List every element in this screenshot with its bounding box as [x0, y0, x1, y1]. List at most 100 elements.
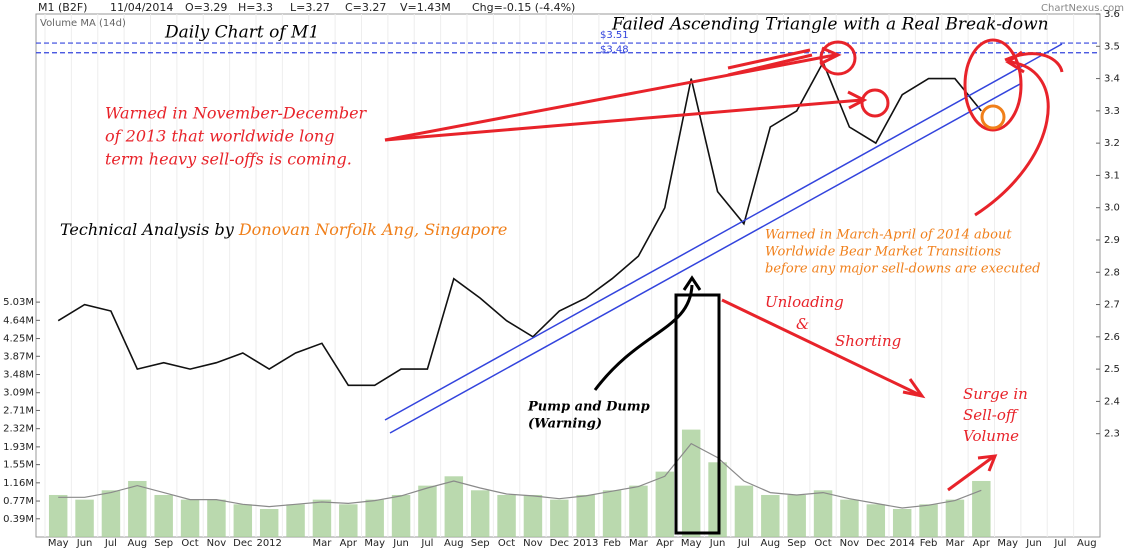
- x-tick-label: Apr: [973, 538, 991, 549]
- volume-ma-line: [58, 442, 982, 509]
- x-tick-label: Oct: [498, 538, 515, 549]
- high: H=3.3: [238, 1, 273, 14]
- y2-tick-label: 2.32M: [3, 424, 34, 435]
- annotation: Volume: [963, 427, 1019, 445]
- y2-tick-label: 3.09M: [3, 388, 34, 399]
- annotation: (Warning): [528, 417, 602, 432]
- volume-bar: [523, 494, 543, 537]
- y-tick-label: 2.6: [1104, 332, 1120, 343]
- x-tick-label: Aug: [1077, 538, 1097, 549]
- volume-bar: [101, 490, 121, 537]
- x-tick-label: Feb: [603, 538, 621, 549]
- volume-bar: [128, 480, 147, 537]
- y-tick-label: 2.5: [1104, 364, 1120, 375]
- trendline: [389, 83, 1021, 434]
- arrowhead: [682, 275, 702, 291]
- arrowhead: [819, 46, 842, 66]
- x-tick-label: Aug: [444, 538, 464, 549]
- x-tick-label: Jul: [1053, 538, 1066, 549]
- volume-bar: [154, 494, 173, 537]
- x-tick-label: Jul: [420, 538, 433, 549]
- annotation: Surge in: [963, 385, 1028, 403]
- annotation: Donovan Norfolk Ang, Singapore: [238, 220, 508, 239]
- x-tick-label: Oct: [181, 538, 198, 549]
- y2-tick-label: 5.03M: [3, 297, 34, 308]
- volume-bar: [813, 490, 833, 537]
- y-tick-label: 2.9: [1104, 235, 1120, 246]
- x-tick-label: Jul: [737, 538, 750, 549]
- volume-bar: [945, 499, 965, 537]
- y2-tick-label: 0.39M: [3, 514, 34, 525]
- y-tick-label: 2.8: [1104, 267, 1120, 278]
- x-tick-label: Dec: [233, 538, 252, 549]
- x-tick-label: May: [997, 538, 1018, 549]
- x-tick-label: 2012: [256, 538, 281, 549]
- y-tick-label: 3.2: [1104, 138, 1120, 149]
- arrow: [974, 60, 1050, 217]
- x-tick-label: Nov: [840, 538, 860, 549]
- annotation: of 2013 that worldwide long: [105, 127, 334, 146]
- volume-bar: [892, 508, 912, 537]
- y-tick-label: 3.5: [1104, 41, 1120, 52]
- volume-bar: [787, 494, 806, 537]
- arrow: [721, 298, 921, 397]
- annotation: Technical Analysis by: [60, 220, 235, 239]
- ticker: M1 (B2F): [38, 1, 87, 14]
- y-tick-label: 3.0: [1104, 203, 1120, 214]
- volume-bar: [312, 499, 332, 537]
- x-tick-label: 2013: [573, 538, 598, 549]
- y-tick-label: 2.7: [1104, 300, 1120, 311]
- annotation: Pump and Dump: [527, 400, 650, 415]
- arrow: [727, 48, 813, 77]
- y-tick-label: 2.3: [1104, 429, 1120, 440]
- annotation: Daily Chart of M1: [164, 23, 319, 43]
- x-tick-label: 2014: [889, 538, 914, 549]
- volume-bar: [866, 504, 886, 537]
- y2-tick-label: 3.48M: [3, 369, 34, 380]
- annotation: Shorting: [835, 332, 901, 350]
- x-tick-label: Mar: [313, 538, 333, 549]
- level-label: $3.48: [600, 45, 629, 56]
- x-tick-label: May: [364, 538, 385, 549]
- volume: V=1.43M: [400, 1, 451, 14]
- legend-entry: Volume MA (14d): [40, 18, 126, 29]
- x-tick-label: May: [681, 538, 702, 549]
- volume-bar: [681, 429, 701, 537]
- volume-bar: [919, 504, 938, 537]
- volume-bar: [75, 499, 94, 537]
- y-tick-label: 2.4: [1104, 396, 1120, 407]
- y2-tick-label: 0.77M: [3, 496, 34, 507]
- volume-bar: [840, 499, 859, 537]
- volume-bar: [602, 490, 622, 537]
- volume-bar: [655, 471, 675, 537]
- low: L=3.27: [290, 1, 330, 14]
- annotation: Technical Analysis by Donovan Norfolk An…: [60, 220, 507, 239]
- volume-bar: [470, 490, 490, 537]
- volume-bar: [761, 494, 780, 537]
- y2-tick-label: 1.16M: [3, 478, 34, 489]
- x-tick-label: Oct: [814, 538, 831, 549]
- volume-bar: [207, 499, 226, 537]
- volume-bar: [180, 499, 200, 537]
- change: Chg=-0.15 (-4.4%): [472, 1, 575, 14]
- x-tick-label: Apr: [656, 538, 674, 549]
- volume-bar: [339, 504, 358, 537]
- volume-bar: [629, 485, 648, 537]
- arrowhead: [902, 378, 926, 399]
- trendline: [384, 43, 1063, 421]
- y2-tick-label: 2.71M: [3, 405, 34, 416]
- volume-bar: [391, 494, 411, 537]
- x-tick-label: Mar: [629, 538, 649, 549]
- volume-bar: [259, 508, 279, 537]
- x-tick-label: Jun: [1025, 538, 1042, 549]
- y-tick-label: 3.1: [1104, 170, 1120, 181]
- x-tick-label: Sep: [471, 538, 490, 549]
- highlight-box: [674, 293, 721, 535]
- y-tick-label: 3.4: [1104, 74, 1120, 85]
- y-tick-label: 3.6: [1104, 9, 1120, 20]
- arrow: [947, 455, 994, 492]
- annotation: &: [796, 315, 809, 333]
- arrow: [593, 284, 694, 391]
- volume-bar: [48, 494, 68, 537]
- marks: [36, 13, 1100, 537]
